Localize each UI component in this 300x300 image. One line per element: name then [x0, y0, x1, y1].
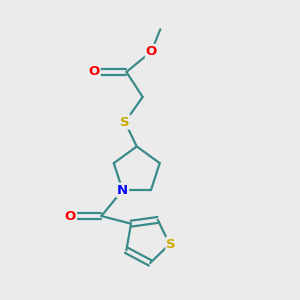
Text: S: S — [120, 116, 130, 128]
Text: S: S — [166, 238, 176, 251]
Text: O: O — [65, 210, 76, 223]
Text: N: N — [117, 184, 128, 196]
Text: O: O — [88, 65, 100, 79]
Text: O: O — [146, 45, 157, 58]
